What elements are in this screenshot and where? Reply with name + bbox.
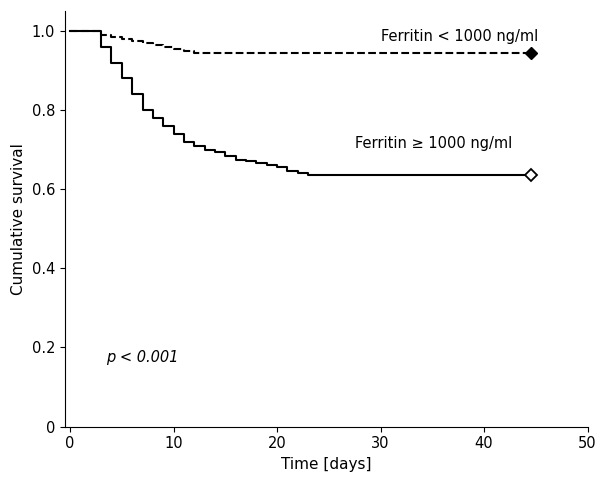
Y-axis label: Cumulative survival: Cumulative survival <box>11 143 26 295</box>
X-axis label: Time [days]: Time [days] <box>281 457 371 472</box>
Text: Ferritin ≥ 1000 ng/ml: Ferritin ≥ 1000 ng/ml <box>354 136 512 151</box>
Text: Ferritin < 1000 ng/ml: Ferritin < 1000 ng/ml <box>381 29 538 44</box>
Text: p < 0.001: p < 0.001 <box>106 350 179 365</box>
